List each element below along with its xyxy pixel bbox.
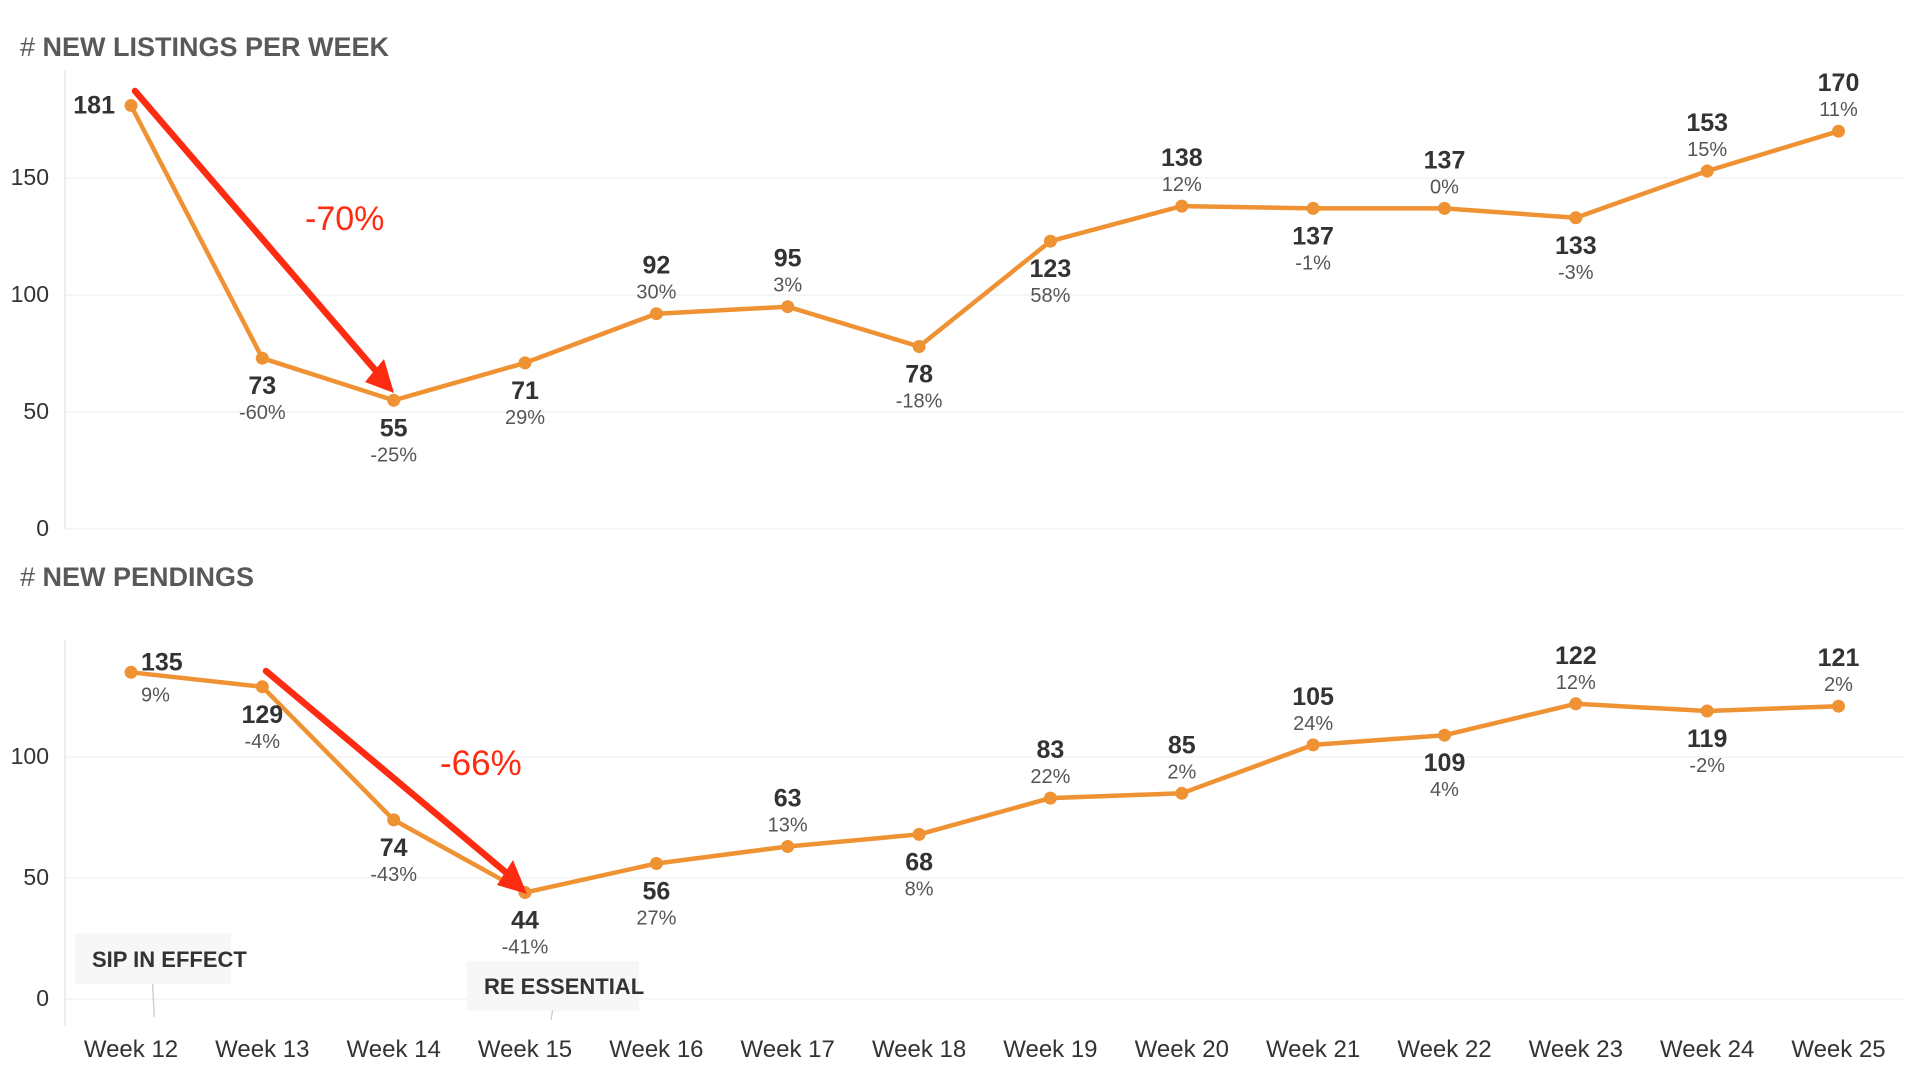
svg-text:12%: 12% (1162, 174, 1202, 196)
svg-text:4%: 4% (1430, 779, 1459, 801)
svg-text:0: 0 (36, 985, 49, 1011)
svg-text:9%: 9% (141, 684, 170, 706)
svg-text:29%: 29% (505, 407, 545, 429)
svg-text:109: 109 (1424, 749, 1466, 777)
svg-text:-70%: -70% (305, 200, 384, 238)
svg-text:137: 137 (1292, 222, 1334, 250)
svg-text:2%: 2% (1824, 674, 1853, 696)
svg-text:-4%: -4% (245, 731, 281, 753)
svg-text:0%: 0% (1430, 176, 1459, 198)
svg-text:11%: 11% (1819, 99, 1858, 121)
svg-text:44: 44 (511, 907, 539, 935)
svg-text:Week 14: Week 14 (347, 1036, 441, 1063)
svg-text:Week 12: Week 12 (84, 1036, 178, 1063)
svg-text:-41%: -41% (502, 937, 549, 959)
svg-text:3%: 3% (773, 275, 802, 297)
svg-text:27%: 27% (636, 908, 676, 930)
svg-text:13%: 13% (768, 815, 808, 837)
svg-text:2%: 2% (1167, 761, 1196, 783)
svg-text:Week 20: Week 20 (1135, 1036, 1229, 1063)
svg-text:58%: 58% (1030, 285, 1070, 307)
svg-text:135: 135 (141, 648, 183, 676)
svg-text:SIP IN EFFECT: SIP IN EFFECT (92, 947, 247, 972)
svg-text:-60%: -60% (239, 402, 286, 424)
svg-text:153: 153 (1686, 109, 1728, 137)
svg-text:RE ESSENTIAL: RE ESSENTIAL (484, 974, 644, 999)
svg-text:68: 68 (905, 848, 933, 876)
svg-text:# NEW LISTINGS PER WEEK: # NEW LISTINGS PER WEEK (20, 32, 390, 62)
svg-text:Week 25: Week 25 (1791, 1036, 1885, 1063)
svg-text:95: 95 (774, 245, 802, 273)
svg-text:Week 23: Week 23 (1529, 1036, 1623, 1063)
svg-text:-18%: -18% (896, 391, 943, 413)
svg-text:Week 17: Week 17 (741, 1036, 835, 1063)
svg-text:100: 100 (11, 743, 49, 769)
svg-text:73: 73 (248, 372, 276, 400)
svg-text:-25%: -25% (370, 444, 417, 466)
svg-text:123: 123 (1030, 255, 1072, 283)
svg-text:105: 105 (1292, 683, 1334, 711)
svg-text:30%: 30% (636, 282, 676, 304)
svg-text:-1%: -1% (1295, 252, 1331, 274)
svg-text:170: 170 (1818, 69, 1860, 97)
svg-text:12%: 12% (1556, 672, 1596, 694)
svg-text:# NEW PENDINGS: # NEW PENDINGS (20, 562, 254, 592)
svg-text:85: 85 (1168, 731, 1196, 759)
svg-text:71: 71 (511, 377, 539, 405)
svg-text:15%: 15% (1687, 139, 1727, 161)
svg-text:137: 137 (1424, 146, 1466, 174)
svg-text:0: 0 (36, 515, 49, 541)
svg-text:78: 78 (905, 361, 933, 389)
svg-text:Week 24: Week 24 (1660, 1036, 1754, 1063)
svg-text:Week 21: Week 21 (1266, 1036, 1360, 1063)
svg-text:56: 56 (642, 878, 670, 906)
svg-text:50: 50 (23, 398, 49, 424)
svg-text:Week 16: Week 16 (609, 1036, 703, 1063)
svg-text:-3%: -3% (1558, 262, 1594, 284)
svg-text:74: 74 (380, 834, 408, 862)
svg-text:100: 100 (11, 281, 49, 307)
svg-text:63: 63 (774, 785, 802, 813)
svg-text:Week 18: Week 18 (872, 1036, 966, 1063)
svg-text:Week 13: Week 13 (215, 1036, 309, 1063)
svg-text:8%: 8% (905, 878, 934, 900)
svg-text:83: 83 (1036, 736, 1064, 764)
svg-text:92: 92 (642, 252, 670, 280)
svg-text:150: 150 (11, 164, 49, 190)
svg-text:-43%: -43% (370, 864, 417, 886)
svg-text:24%: 24% (1293, 713, 1333, 735)
svg-text:121: 121 (1818, 644, 1860, 672)
svg-text:55: 55 (380, 414, 408, 442)
svg-text:129: 129 (241, 701, 283, 729)
svg-text:Week 15: Week 15 (478, 1036, 572, 1063)
svg-text:-2%: -2% (1689, 755, 1725, 777)
svg-text:Week 19: Week 19 (1003, 1036, 1097, 1063)
svg-text:133: 133 (1555, 232, 1597, 260)
svg-text:119: 119 (1687, 725, 1727, 753)
svg-text:138: 138 (1161, 144, 1203, 172)
svg-text:Week 22: Week 22 (1397, 1036, 1491, 1063)
svg-text:50: 50 (23, 864, 49, 890)
svg-text:-66%: -66% (440, 744, 522, 783)
svg-text:122: 122 (1555, 642, 1597, 670)
svg-text:22%: 22% (1030, 766, 1070, 788)
svg-text:181: 181 (73, 92, 115, 120)
